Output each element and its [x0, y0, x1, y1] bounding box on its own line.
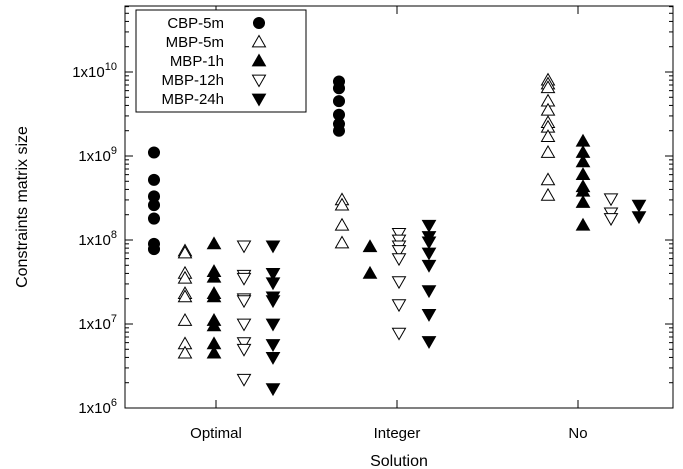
data-point-mbp-5m	[334, 197, 350, 211]
data-point-mbp-5m	[540, 145, 556, 158]
data-point-mbp-24h	[631, 211, 647, 225]
data-point-mbp-5m	[177, 345, 193, 359]
x-axis: Optimal Integer No	[190, 6, 588, 442]
data-point-mbp-24h	[421, 336, 437, 349]
plot-frame-group	[124, 5, 674, 409]
data-point-mbp-1h	[206, 269, 222, 283]
legend-label: MBP-5m	[166, 34, 224, 51]
y-tick-label: 1x109	[78, 145, 117, 165]
data-point-mbp-1h	[575, 133, 591, 147]
data-point-mbp-1h	[206, 236, 222, 250]
y-tick-label: 1x1010	[72, 61, 117, 81]
data-point-cbp-5m	[332, 124, 346, 137]
data-point-mbp-12h	[391, 327, 407, 341]
data-point-mbp-24h	[265, 277, 281, 291]
x-axis-title: Solution	[370, 453, 428, 469]
data-point-mbp-5m	[334, 235, 350, 249]
data-point-mbp-24h	[421, 309, 437, 322]
data-point-mbp-12h	[236, 295, 252, 309]
data-point-mbp-5m	[540, 129, 556, 143]
data-point-mbp-24h	[265, 240, 281, 254]
legend-marker-mbp-5m	[251, 34, 267, 48]
data-point-mbp-12h	[236, 373, 252, 387]
data-point-mbp-12h	[236, 343, 252, 357]
data-point-cbp-5m	[332, 82, 346, 95]
data-point-mbp-1h	[362, 265, 378, 279]
legend-label: MBP-12h	[161, 72, 224, 89]
data-point-mbp-5m	[177, 270, 193, 284]
data-point-mbp-24h	[265, 339, 281, 353]
x-tick-label: No	[568, 425, 587, 442]
data-point-cbp-5m	[147, 199, 161, 212]
legend-label: MBP-1h	[170, 53, 224, 70]
data-point-mbp-24h	[421, 219, 437, 233]
data-point-mbp-24h	[421, 236, 437, 250]
legend-marker-mbp-1h	[251, 53, 267, 67]
data-point-mbp-24h	[631, 199, 647, 213]
data-point-mbp-12h	[603, 193, 619, 207]
data-point-mbp-1h	[206, 318, 222, 332]
data-point-mbp-1h	[575, 194, 591, 208]
data-point-mbp-24h	[265, 352, 281, 365]
y-axis-title: Constraints matrix size	[14, 126, 31, 288]
legend-marker-mbp-12h	[251, 74, 267, 88]
legend-marker-cbp-5m	[252, 16, 266, 30]
data-point-mbp-5m	[540, 80, 556, 94]
data-point-mbp-1h	[575, 154, 591, 168]
data-point-mbp-12h	[603, 213, 619, 227]
legend-box	[135, 9, 307, 113]
data-point-mbp-12h	[391, 253, 407, 267]
data-point-mbp-12h	[391, 299, 407, 313]
data-point-mbp-24h	[421, 259, 437, 273]
data-point-mbp-12h	[236, 240, 252, 254]
data-point-mbp-24h	[265, 295, 281, 309]
data-point-mbp-1h	[206, 289, 222, 303]
data-point-mbp-12h	[391, 227, 407, 241]
data-point-mbp-1h	[575, 167, 591, 181]
data-point-mbp-1h	[206, 345, 222, 359]
y-tick-label: 1x106	[78, 397, 117, 417]
data-point-mbp-5m	[177, 313, 193, 326]
data-point-mbp-24h	[265, 268, 281, 281]
y-axis: 1x106 1x107 1x108 1x109 1x1010	[72, 6, 673, 417]
data-point-mbp-24h	[421, 285, 437, 299]
data-point-mbp-12h	[236, 318, 252, 332]
data-point-mbp-12h	[236, 272, 252, 286]
data-point-mbp-5m	[540, 172, 556, 186]
data-point-cbp-5m	[147, 243, 161, 256]
y-tick-label: 1x107	[78, 313, 117, 333]
y-tick-label: 1x108	[78, 229, 117, 249]
data-points	[147, 72, 647, 397]
data-point-mbp-24h	[265, 383, 281, 397]
data-point-mbp-12h	[391, 276, 407, 290]
data-point-cbp-5m	[332, 95, 346, 108]
data-point-mbp-24h	[421, 247, 437, 261]
data-point-cbp-5m	[147, 146, 161, 159]
data-point-mbp-12h	[391, 245, 407, 259]
legend-label: MBP-24h	[161, 91, 224, 108]
data-point-mbp-12h	[236, 337, 252, 351]
data-point-cbp-5m	[147, 173, 161, 186]
x-tick-label: Integer	[374, 425, 421, 442]
legend-label: CBP-5m	[167, 15, 224, 32]
data-point-mbp-5m	[540, 187, 556, 201]
data-point-mbp-1h	[575, 217, 591, 231]
data-point-mbp-5m	[177, 245, 193, 259]
legend-marker-mbp-24h	[251, 93, 267, 107]
data-point-mbp-5m	[334, 217, 350, 231]
data-point-mbp-1h	[362, 239, 378, 253]
data-point-mbp-24h	[265, 318, 281, 332]
data-point-cbp-5m	[147, 212, 161, 225]
legend: CBP-5m MBP-5m MBP-1h MBP-12h MBP-24h	[135, 9, 307, 113]
x-tick-label: Optimal	[190, 425, 242, 442]
data-point-mbp-5m	[177, 289, 193, 303]
plot-frame	[124, 5, 674, 409]
